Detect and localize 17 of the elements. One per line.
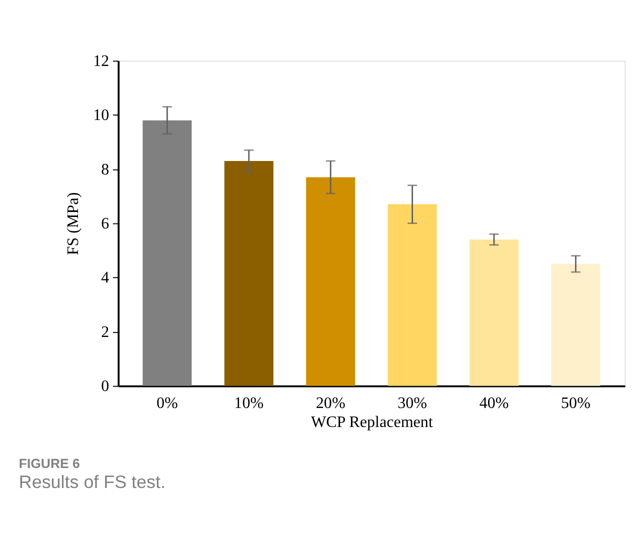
y-tick-label: 12	[93, 52, 110, 70]
y-tick-label: 4	[101, 270, 110, 287]
x-tick-label: 10%	[234, 395, 264, 412]
x-tick-label: 20%	[316, 395, 346, 412]
y-tick-label: 2	[101, 324, 110, 341]
text: FIGURE 6	[18, 456, 80, 472]
y-tick-label: 10	[93, 107, 110, 124]
x-tick-label: 30%	[398, 395, 428, 412]
x-axis-title: WCP Replacement	[310, 414, 434, 431]
x-tick-label: 40%	[479, 395, 509, 412]
y-tick-label: 6	[101, 215, 110, 232]
y-axis-title: FS (MPa)	[64, 192, 82, 256]
y-tick-label: 0	[101, 378, 110, 396]
x-tick-label: 50%	[561, 395, 590, 412]
x-tick-label: 0%	[156, 395, 178, 412]
y-tick-label: 8	[101, 161, 110, 178]
text: Results of FS test.	[18, 472, 166, 492]
